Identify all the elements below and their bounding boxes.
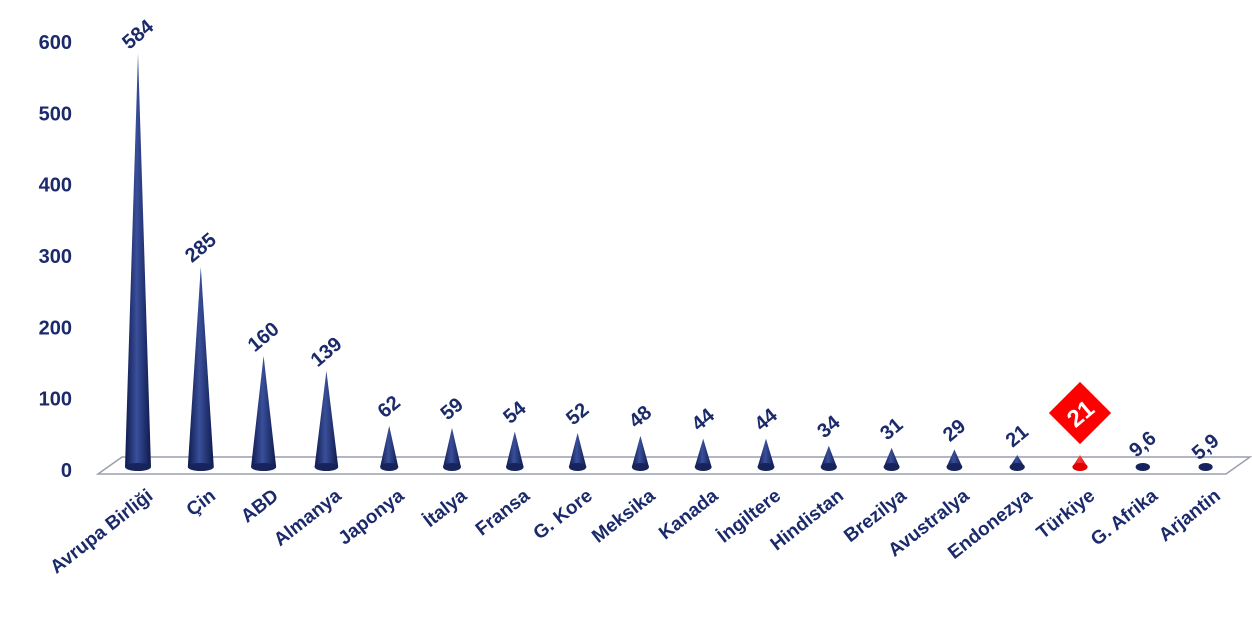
bar-cone [631,435,649,467]
value-label: 139 [307,333,347,371]
bar-cone-base [694,463,712,471]
category-label: Avrupa Birliği [47,485,158,578]
category-label: İtalya [420,485,472,532]
bar-cone [568,432,587,467]
value-label: 584 [118,15,158,54]
category-label: Almanya [270,485,346,551]
value-label: 31 [876,414,907,445]
value-label: 62 [374,392,405,423]
category-label: G. Kore [530,485,597,544]
y-tick-label: 0 [61,460,72,482]
y-tick-label: 300 [39,246,72,268]
bar-cone [251,355,277,467]
category-label: ABD [237,485,282,527]
bar-cone [694,438,712,467]
y-tick-label: 200 [39,317,72,339]
category-label: G. Afrika [1087,485,1162,550]
category-label: Meksika [588,485,660,547]
value-label: 44 [688,404,720,436]
y-tick-label: 600 [39,32,72,54]
bar-cone-base [757,463,775,471]
bar-cone [380,425,399,467]
bar-cone-base [883,463,900,471]
bar-cone [187,266,214,467]
category-label: Kanada [655,485,722,544]
y-tick-label: 400 [39,175,72,197]
bar-cone-base [251,463,277,471]
value-label: 34 [813,411,845,443]
bar-cone-base [820,463,837,471]
bar-cone-base [314,463,339,471]
bar-cone [883,447,900,467]
value-label: 285 [181,229,221,267]
bar-cone-base [443,463,461,471]
y-tick-label: 100 [39,389,72,411]
value-label: 21 [1002,421,1033,452]
value-label: 54 [499,397,531,429]
bar-cone-base [1072,463,1088,471]
bar-cone [946,449,963,467]
category-label: Arjantin [1155,485,1224,546]
value-label: 59 [437,394,468,425]
value-label: 160 [244,318,284,356]
category-label: Fransa [472,485,534,540]
y-tick-label: 500 [39,103,72,125]
bar-cone [125,53,151,468]
bar-cone [314,370,339,467]
bar-cone-base [1009,463,1025,471]
bar-cone-base [1135,463,1150,471]
bar-cone-base [631,463,649,471]
bar-cone-base [946,463,963,471]
bar-cone-base [1198,463,1213,471]
category-label: Çin [183,485,220,520]
bar-cone-base [506,463,524,471]
value-label: 29 [939,415,970,446]
bar-cone-base [568,463,587,471]
bar-cone-base [125,463,151,471]
value-label: 44 [751,404,783,436]
bar-cone [506,431,524,467]
value-label: 48 [625,402,656,433]
value-label: 52 [562,399,593,430]
bar-cone-base [187,463,214,471]
category-label: Japonya [335,485,409,549]
bar-cone [443,427,461,467]
bar-cone [820,445,837,467]
bar-cone-base [380,463,399,471]
bar-cone [757,438,775,467]
